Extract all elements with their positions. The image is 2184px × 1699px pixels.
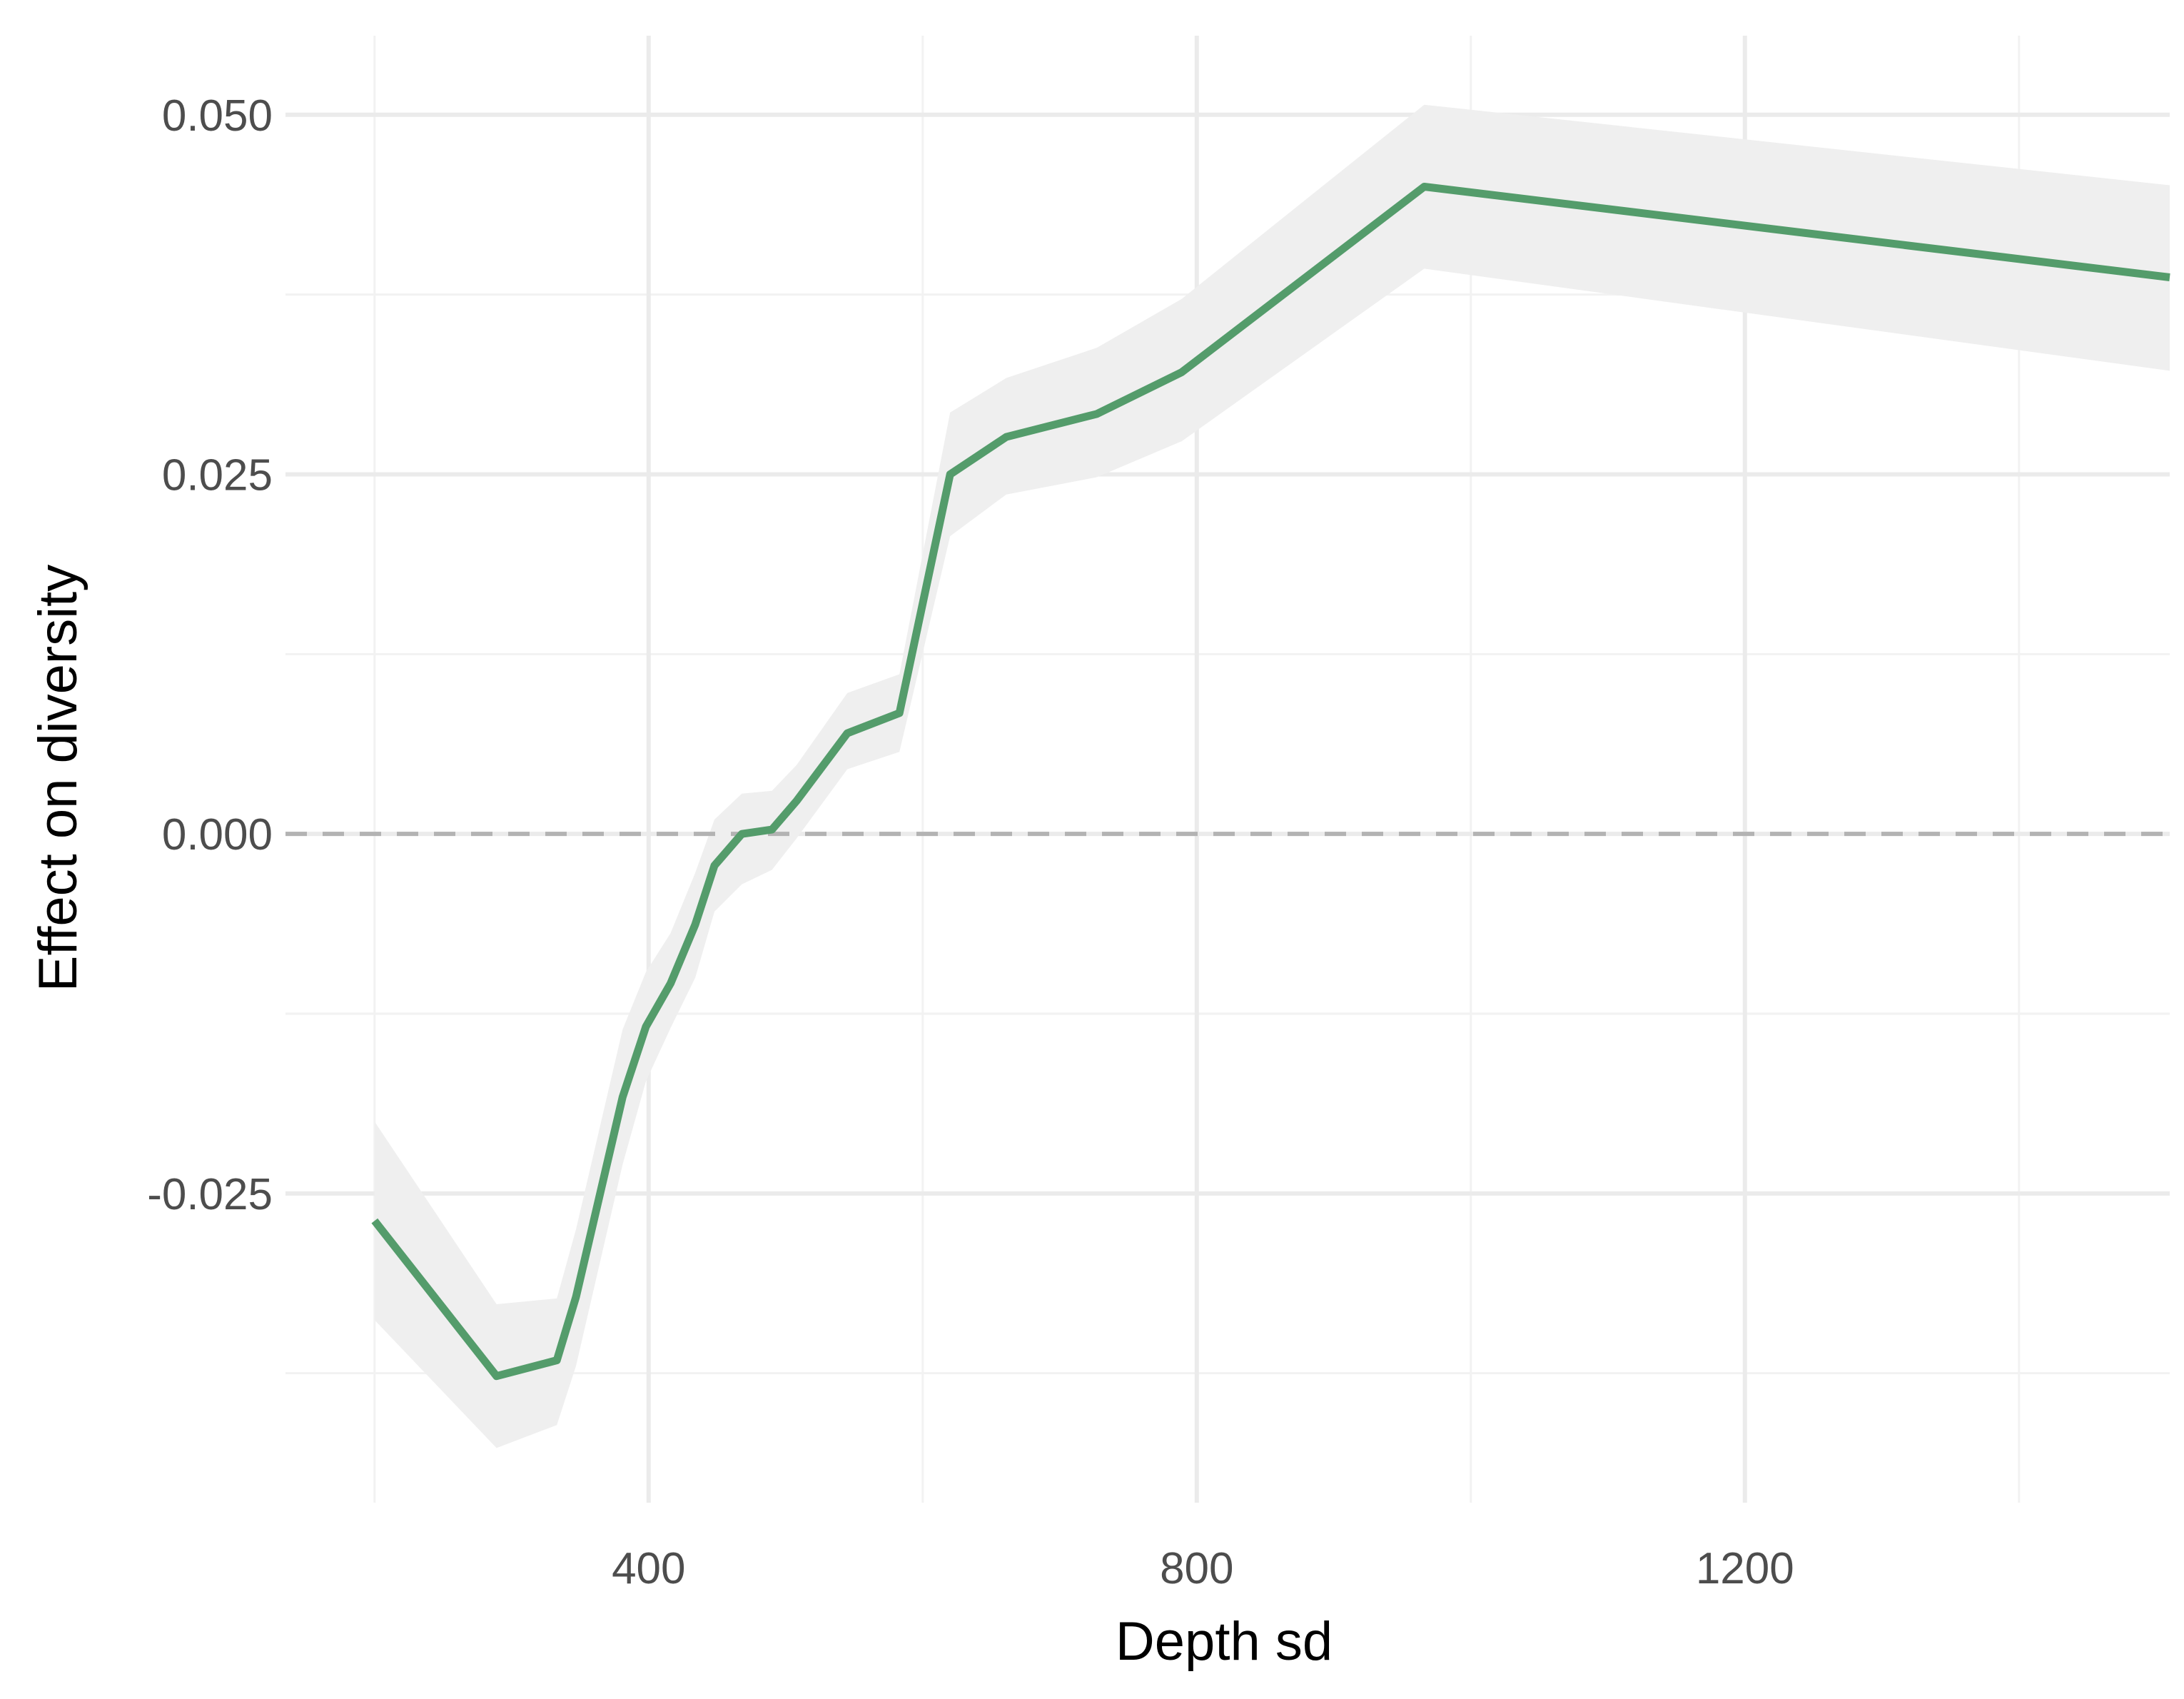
confidence-band xyxy=(374,104,2170,1448)
x-tick-label: 800 xyxy=(1160,1544,1233,1593)
y-axis-title: Effect on diversity xyxy=(28,565,89,992)
series-line-layer xyxy=(371,183,2170,1381)
x-tick-label: 1200 xyxy=(1696,1544,1794,1593)
series-line xyxy=(371,183,2170,1381)
x-axis-title: Depth sd xyxy=(1116,1611,1333,1672)
x-tick-labels: 400 800 1200 xyxy=(612,1544,1794,1593)
x-tick-label: 400 xyxy=(612,1544,685,1593)
y-tick-label: 0.025 xyxy=(162,450,273,500)
y-tick-label: -0.025 xyxy=(147,1170,273,1219)
y-tick-label: 0.000 xyxy=(162,810,273,859)
y-tick-labels: -0.025 0.000 0.025 0.050 xyxy=(147,91,273,1219)
y-tick-label: 0.050 xyxy=(162,91,273,141)
confidence-band-layer xyxy=(374,104,2170,1448)
